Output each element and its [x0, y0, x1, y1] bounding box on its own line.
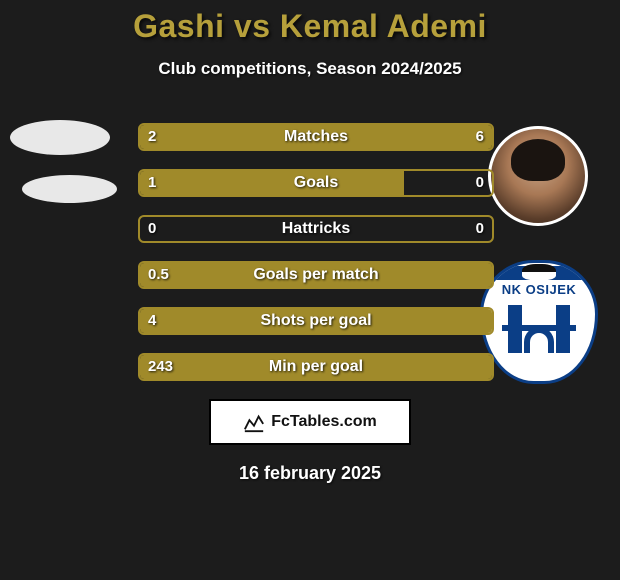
club-badge-bridge-icon — [502, 299, 576, 353]
comparison-card: Gashi vs Kemal Ademi Club competitions, … — [0, 0, 620, 580]
stat-label: Goals per match — [140, 263, 492, 287]
stat-row: 1Goals0 — [138, 169, 494, 197]
site-badge[interactable]: FcTables.com — [209, 399, 411, 445]
stat-label: Goals — [140, 171, 492, 195]
club-badge-name: NK OSIJEK — [502, 282, 577, 297]
site-badge-text: FcTables.com — [271, 413, 377, 431]
subtitle: Club competitions, Season 2024/2025 — [0, 59, 620, 79]
footer-date: 16 february 2025 — [0, 463, 620, 484]
stats-list: 2Matches61Goals00Hattricks00.5Goals per … — [138, 123, 494, 381]
stat-row: 243Min per goal — [138, 353, 494, 381]
stat-right-value: 0 — [476, 171, 484, 195]
page-title: Gashi vs Kemal Ademi — [0, 8, 620, 45]
club-badge-stripe — [483, 266, 595, 280]
player-left-club-badge — [22, 175, 117, 203]
stat-row: 2Matches6 — [138, 123, 494, 151]
stat-label: Shots per goal — [140, 309, 492, 333]
stat-row: 0Hattricks0 — [138, 215, 494, 243]
stat-label: Matches — [140, 125, 492, 149]
stat-label: Min per goal — [140, 355, 492, 379]
player-left-avatar — [10, 120, 110, 155]
site-logo-icon — [243, 411, 265, 433]
player-right-avatar — [488, 126, 588, 226]
player-right-club-badge: NK OSIJEK — [480, 260, 598, 384]
stat-right-value: 6 — [476, 125, 484, 149]
stat-right-value: 0 — [476, 217, 484, 241]
stat-label: Hattricks — [140, 217, 492, 241]
stat-row: 0.5Goals per match — [138, 261, 494, 289]
stat-row: 4Shots per goal — [138, 307, 494, 335]
